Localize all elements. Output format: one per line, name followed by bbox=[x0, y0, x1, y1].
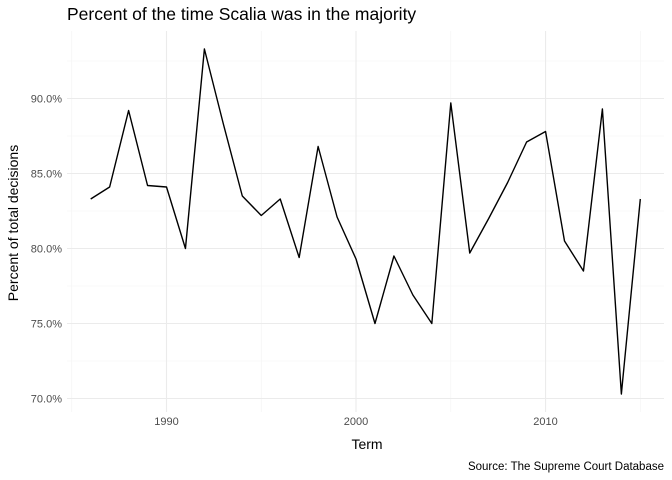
major-gridlines bbox=[67, 31, 664, 412]
chart-title: Percent of the time Scalia was in the ma… bbox=[67, 4, 416, 24]
x-tick-label: 1990 bbox=[154, 416, 178, 428]
minor-gridlines bbox=[67, 31, 664, 412]
y-tick-label: 90.0% bbox=[31, 94, 62, 106]
x-tick-label: 2000 bbox=[344, 416, 368, 428]
series-line bbox=[90, 48, 642, 395]
y-axis-tick-labels: 70.0% 75.0% 80.0% 85.0% 90.0% bbox=[31, 94, 62, 406]
series-layer bbox=[90, 48, 642, 395]
chart-caption: Source: The Supreme Court Database bbox=[468, 461, 664, 473]
y-axis-title: Percent of total decisions bbox=[5, 145, 21, 301]
y-tick-label: 80.0% bbox=[31, 244, 62, 256]
x-axis-tick-labels: 1990 2000 2010 bbox=[154, 416, 558, 428]
x-axis-title: Term bbox=[351, 436, 382, 452]
x-tick-label: 2010 bbox=[533, 416, 557, 428]
y-tick-label: 85.0% bbox=[31, 169, 62, 181]
y-tick-label: 70.0% bbox=[31, 394, 62, 406]
y-tick-label: 75.0% bbox=[31, 319, 62, 331]
